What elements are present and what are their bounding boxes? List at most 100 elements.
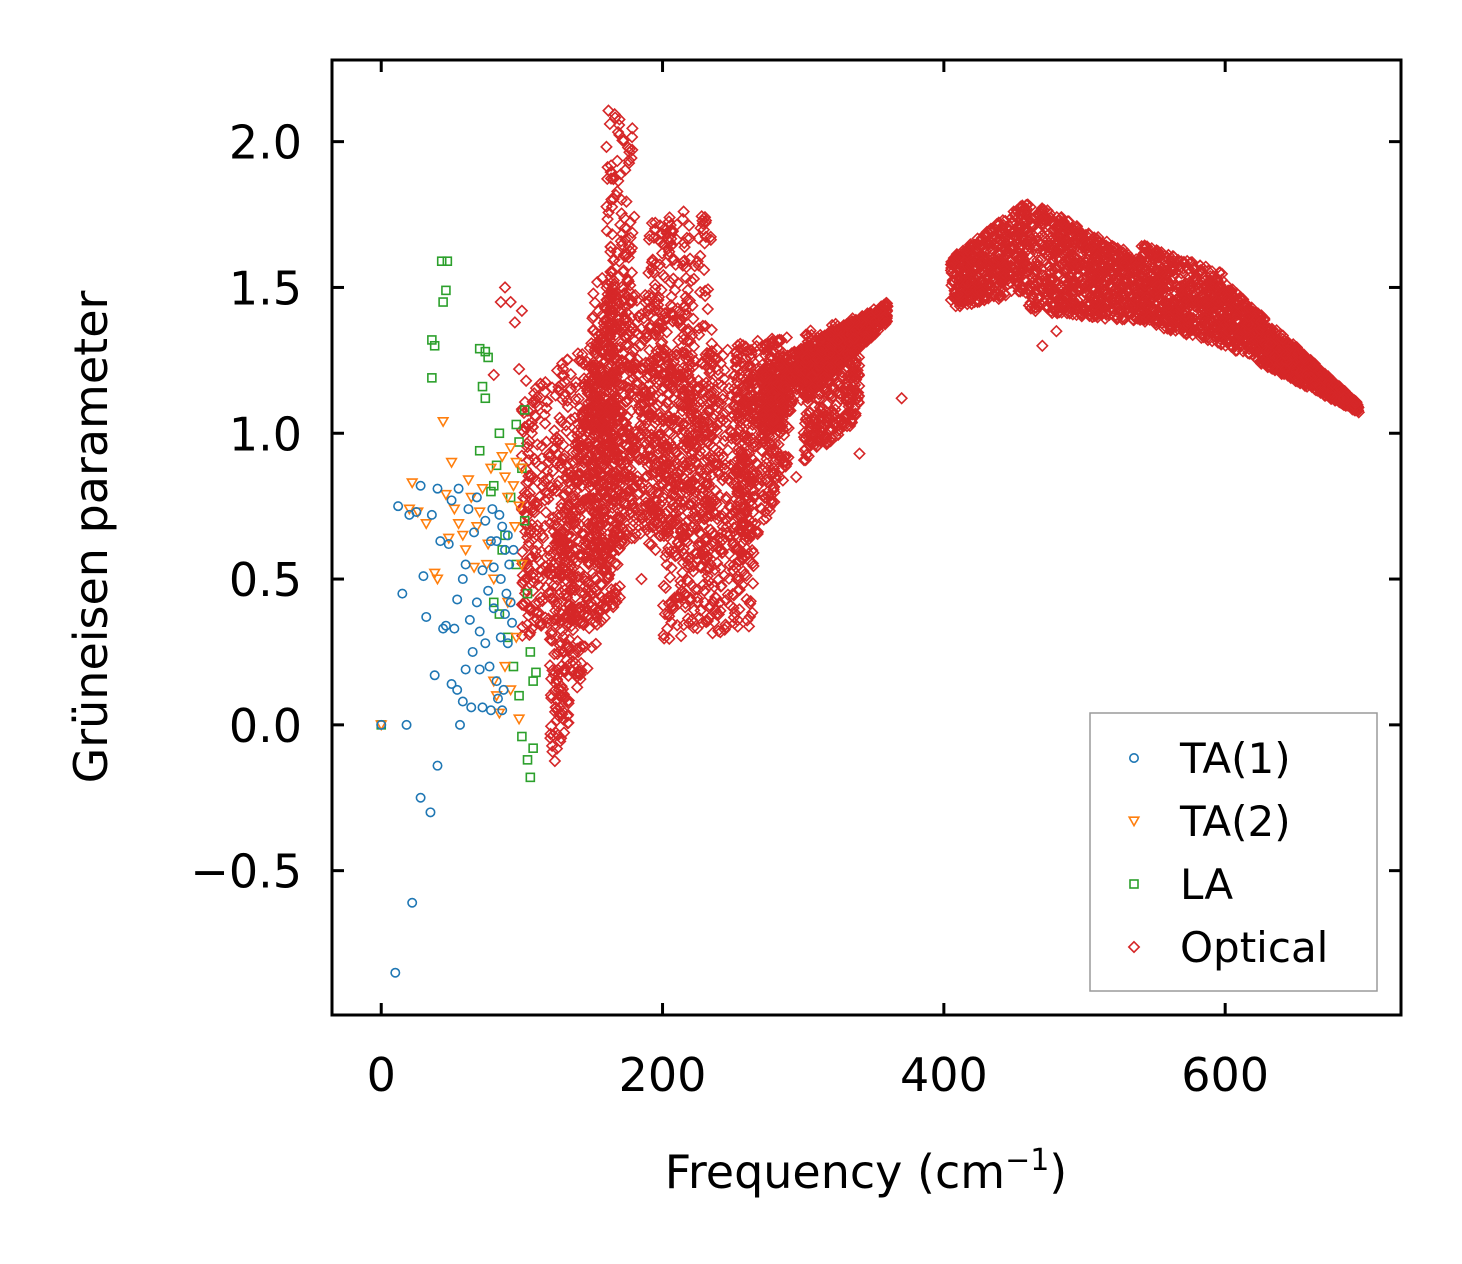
optical-point xyxy=(539,611,552,625)
optical-point xyxy=(626,226,639,240)
optical-point xyxy=(660,457,674,471)
optical-point xyxy=(728,368,742,382)
optical-point xyxy=(708,603,722,617)
optical-point xyxy=(611,503,625,516)
optical-point xyxy=(677,547,691,561)
optical-point xyxy=(588,571,602,584)
optical-point xyxy=(586,311,599,325)
optical-point xyxy=(721,443,735,457)
optical-point xyxy=(550,673,564,686)
optical-point xyxy=(695,481,709,494)
optical-point xyxy=(619,332,633,345)
optical-point xyxy=(667,459,681,472)
optical-point xyxy=(617,415,631,429)
optical-point xyxy=(766,344,780,357)
optical-point xyxy=(717,569,731,583)
optical-point xyxy=(713,531,727,545)
optical-point xyxy=(688,259,702,273)
optical-point xyxy=(650,486,664,500)
optical-point xyxy=(745,431,759,445)
optical-point xyxy=(621,141,635,154)
optical-point xyxy=(661,526,675,540)
optical-point xyxy=(607,172,620,186)
optical-point xyxy=(779,450,793,463)
optical-point xyxy=(658,412,672,425)
optical-point xyxy=(744,400,757,414)
optical-point xyxy=(662,607,675,620)
optical-point xyxy=(557,726,571,739)
optical-point xyxy=(602,206,615,219)
optical-point xyxy=(544,688,558,702)
optical-point xyxy=(746,577,760,590)
optical-point xyxy=(628,325,642,339)
optical-point xyxy=(591,506,604,520)
plot-marks xyxy=(375,104,1366,978)
optical-point xyxy=(599,439,612,453)
optical-point xyxy=(590,497,604,511)
optical-point xyxy=(645,538,658,551)
optical-point xyxy=(737,359,751,373)
optical-point xyxy=(679,441,693,455)
optical-point xyxy=(587,423,601,437)
optical-point xyxy=(647,411,661,425)
optical-point xyxy=(625,151,638,165)
optical-point xyxy=(719,618,732,631)
optical-point xyxy=(696,486,710,500)
optical-point xyxy=(619,497,633,511)
optical-point xyxy=(592,510,606,523)
optical-point xyxy=(673,467,686,481)
optical-point xyxy=(673,313,686,327)
optical-point xyxy=(759,505,772,519)
optical-point xyxy=(580,416,594,430)
optical-point xyxy=(639,470,653,484)
optical-point xyxy=(733,415,747,428)
optical-point xyxy=(682,498,695,511)
optical-point xyxy=(536,531,550,545)
optical-point xyxy=(740,503,753,517)
optical-point xyxy=(542,450,556,463)
optical-point xyxy=(628,342,642,356)
optical-point xyxy=(730,349,744,363)
optical-point xyxy=(550,431,563,444)
optical-point xyxy=(739,526,753,540)
optical-point xyxy=(732,441,746,455)
optical-point xyxy=(772,470,786,484)
optical-point xyxy=(716,545,730,559)
optical-point xyxy=(676,556,690,570)
optical-point xyxy=(525,426,539,440)
optical-point xyxy=(538,408,551,422)
optical-point xyxy=(595,531,608,545)
optical-point xyxy=(605,420,619,434)
optical-point xyxy=(717,372,731,386)
optical-point xyxy=(516,597,530,610)
optical-point xyxy=(739,530,753,544)
optical-point xyxy=(716,450,730,464)
optical-point xyxy=(722,381,736,395)
optical-point xyxy=(716,509,729,523)
optical-point xyxy=(685,613,699,627)
optical-point xyxy=(655,283,668,297)
optical-point xyxy=(519,525,532,539)
optical-point xyxy=(740,542,753,556)
optical-point xyxy=(693,611,706,625)
optical-point xyxy=(564,383,577,396)
optical-point xyxy=(596,431,610,445)
optical-point xyxy=(729,429,743,443)
optical-point xyxy=(674,574,687,588)
optical-point xyxy=(703,462,716,476)
optical-point xyxy=(676,212,690,226)
optical-point xyxy=(705,424,718,438)
optical-point xyxy=(570,670,584,684)
optical-point xyxy=(698,454,711,468)
optical-point xyxy=(596,374,609,388)
optical-point xyxy=(679,588,693,602)
optical-point xyxy=(703,501,716,514)
optical-point xyxy=(659,440,673,454)
optical-point xyxy=(609,368,623,382)
optical-point xyxy=(748,490,762,504)
optical-point xyxy=(572,665,586,679)
optical-point xyxy=(689,441,703,454)
optical-point xyxy=(600,224,614,238)
optical-point xyxy=(668,591,682,604)
optical-point xyxy=(586,459,600,473)
